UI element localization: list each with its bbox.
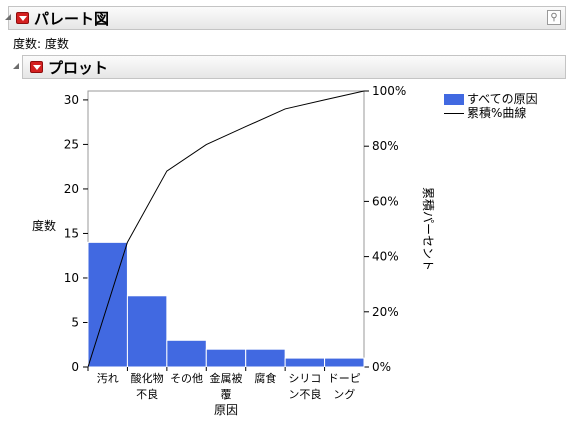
line-swatch bbox=[444, 112, 464, 114]
y-axis-right: 0% 20% 40% 60% 80% 100% bbox=[364, 84, 406, 374]
disclosure-triangle-icon[interactable] bbox=[13, 63, 19, 69]
bars-group bbox=[87, 241, 365, 368]
y-tick-label: 15 bbox=[64, 226, 79, 240]
legend-item-line: 累積%曲線 bbox=[444, 106, 538, 120]
x-category-label: 酸化物 bbox=[131, 371, 164, 385]
red-triangle-menu-icon[interactable] bbox=[16, 12, 29, 24]
legend-item-bars: すべての原因 bbox=[444, 92, 538, 106]
y-tick-label: 5 bbox=[71, 315, 79, 329]
y-tick-label: 25 bbox=[64, 137, 79, 151]
bar[interactable] bbox=[205, 348, 247, 368]
bar[interactable] bbox=[166, 339, 207, 368]
legend-label-bars: すべての原因 bbox=[467, 92, 538, 106]
y2-tick-label: 100% bbox=[372, 84, 406, 98]
x-category-label: 金属被 bbox=[210, 371, 243, 385]
x-category-label: ン不良 bbox=[288, 387, 321, 401]
bar[interactable] bbox=[324, 357, 365, 368]
pareto-report-header[interactable]: パレート図 ⚲ bbox=[5, 6, 566, 30]
y-tick-label: 20 bbox=[64, 182, 79, 196]
y2-tick-label: 0% bbox=[372, 360, 391, 374]
report-title: パレート図 bbox=[34, 9, 110, 28]
disclosure-triangle-icon[interactable] bbox=[5, 14, 11, 20]
legend-label-line: 累積%曲線 bbox=[467, 106, 527, 120]
bar[interactable] bbox=[284, 357, 326, 368]
y2-tick-label: 60% bbox=[372, 194, 399, 208]
x-category-label: 不良 bbox=[136, 387, 158, 401]
y-tick-label: 0 bbox=[71, 360, 79, 374]
y2-tick-label: 40% bbox=[372, 250, 399, 264]
plot-section-header[interactable]: プロット bbox=[13, 55, 566, 79]
plot-section-title: プロット bbox=[48, 58, 109, 77]
frequency-label: 度数: 度数 bbox=[13, 37, 69, 51]
x-category-label: ング bbox=[333, 387, 355, 401]
bar[interactable] bbox=[126, 295, 168, 368]
x-category-label: シリコ bbox=[288, 372, 321, 385]
cumulative-percent-line bbox=[87, 90, 365, 368]
y-tick-label: 30 bbox=[64, 93, 79, 107]
bar[interactable] bbox=[245, 348, 286, 368]
x-category-label: 覆 bbox=[221, 388, 232, 401]
x-category-label: 腐食 bbox=[254, 371, 276, 385]
legend: すべての原因 累積%曲線 bbox=[444, 92, 538, 120]
x-category-label: その他 bbox=[170, 372, 203, 385]
bar-swatch bbox=[444, 93, 464, 105]
pin-icon[interactable]: ⚲ bbox=[547, 10, 561, 25]
y-tick-label: 10 bbox=[64, 271, 79, 285]
x-category-label: 汚れ bbox=[97, 372, 119, 385]
y-axis-title: 度数 bbox=[32, 218, 56, 233]
red-triangle-menu-icon[interactable] bbox=[30, 61, 43, 73]
y-axis-left: 0 5 10 15 20 25 30 bbox=[64, 93, 88, 374]
y2-axis-title: 累積パーセント bbox=[421, 187, 436, 271]
x-axis-title: 原因 bbox=[214, 403, 238, 417]
y2-tick-label: 80% bbox=[372, 139, 399, 153]
y2-tick-label: 20% bbox=[372, 305, 399, 319]
x-category-label: ドーピ bbox=[328, 372, 361, 385]
